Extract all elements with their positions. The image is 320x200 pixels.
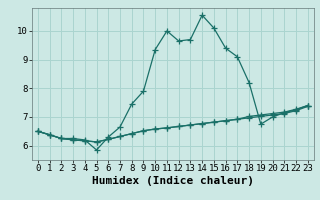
X-axis label: Humidex (Indice chaleur): Humidex (Indice chaleur)	[92, 176, 254, 186]
